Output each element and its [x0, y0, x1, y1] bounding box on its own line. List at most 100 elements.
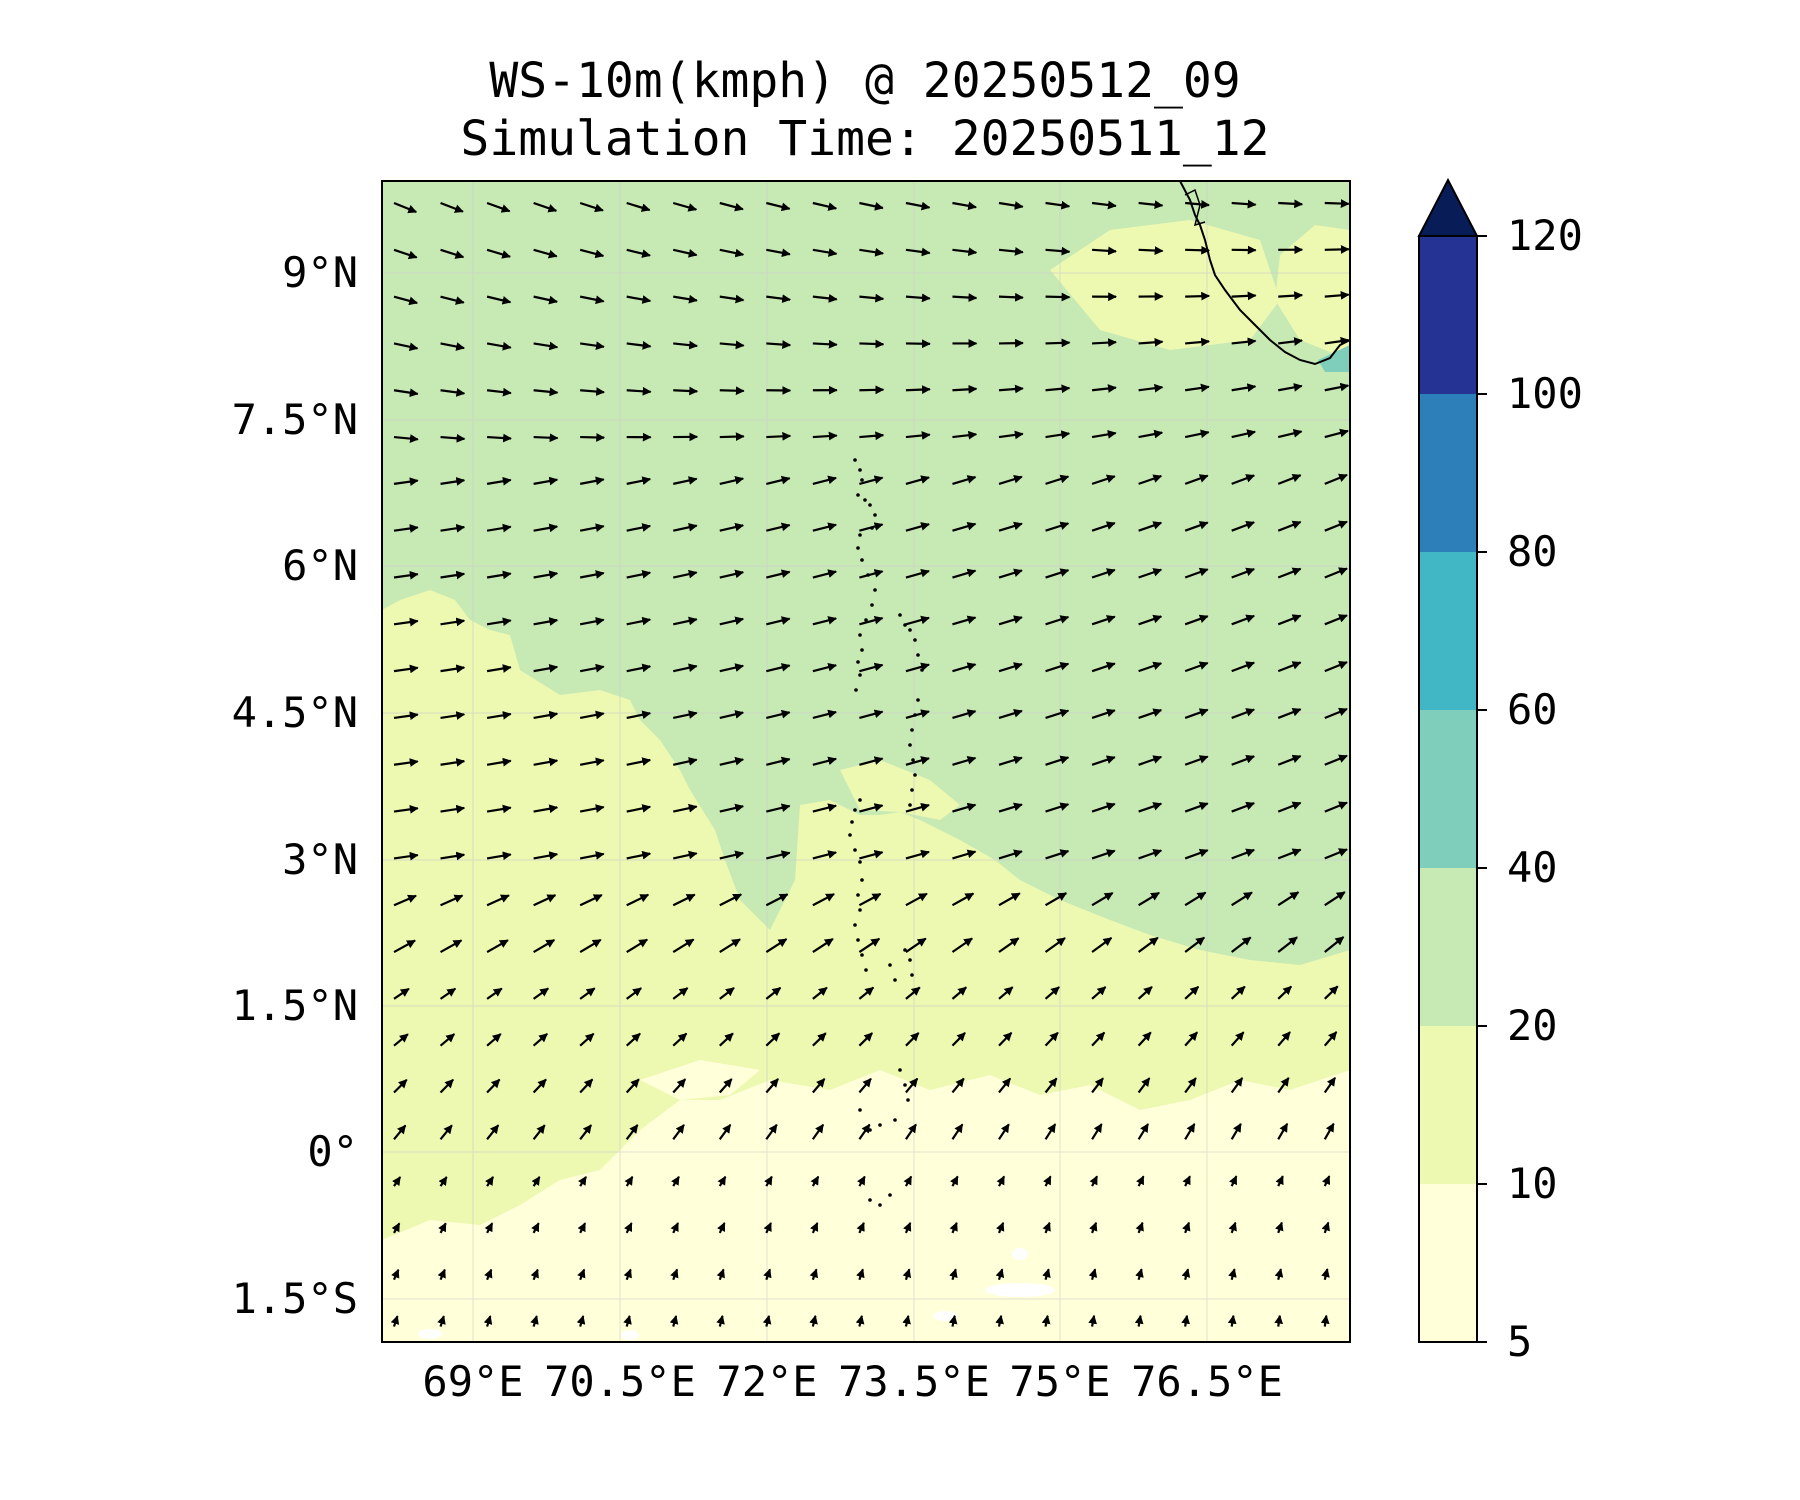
island-dot [858, 468, 862, 472]
wind-arrow [952, 662, 977, 673]
wind-arrow [905, 431, 931, 440]
wind-arrow [1089, 1221, 1098, 1234]
wind-arrow [1091, 1077, 1104, 1094]
wind-arrow [1091, 615, 1116, 626]
wind-arrow [766, 663, 791, 673]
colorbar-block [1419, 394, 1477, 552]
wind-arrow [440, 201, 464, 213]
wind-arrow [1138, 383, 1164, 393]
island-dot [916, 653, 920, 657]
wind-arrow [1231, 891, 1253, 907]
wind-arrow [578, 1176, 587, 1187]
wind-arrow [1182, 1175, 1191, 1187]
wind-arrow [1277, 985, 1293, 1000]
wind-arrow [905, 385, 931, 394]
wind-arrow [812, 850, 837, 860]
wind-arrow [673, 386, 699, 396]
colorbar-labels: 5 10 20 40 60 80 100 120 [1477, 211, 1583, 1366]
island-dot [848, 833, 852, 837]
wind-arrow [1042, 1268, 1051, 1281]
wind-arrow [486, 710, 512, 720]
wind-arrow [859, 431, 885, 441]
wind-arrow [859, 849, 884, 860]
wind-arrow [1277, 473, 1302, 485]
wind-arrow [1137, 1031, 1152, 1047]
wind-arrow [1181, 1314, 1191, 1327]
wind-arrow [1089, 1175, 1099, 1187]
wind-arrow [1230, 985, 1246, 1000]
wind-arrow [905, 662, 930, 673]
wind-arrow [812, 201, 838, 211]
wind-arrow [905, 615, 930, 626]
wind-arrow [579, 616, 605, 626]
wind-arrow [1045, 568, 1070, 579]
wind-arrow [1277, 708, 1302, 719]
island-dot [853, 923, 857, 927]
wind-arrow [533, 804, 559, 814]
wind-arrow [1136, 1175, 1145, 1187]
wind-arrow [998, 1077, 1012, 1094]
colorbar-tick-label: 5 [1507, 1317, 1532, 1366]
wind-arrow [626, 616, 652, 626]
wind-arrow [624, 1222, 633, 1234]
island-dot [853, 808, 857, 812]
wind-arrow [719, 616, 745, 626]
wind-arrow [952, 247, 978, 257]
island-dot [916, 698, 920, 702]
island-dot [920, 668, 924, 672]
wind-arrow [1091, 892, 1114, 907]
wind-arrow [811, 1123, 825, 1140]
lat-tick-label: 9°N [282, 248, 358, 297]
wind-arrow [623, 1315, 632, 1327]
wind-speed-min-spot [418, 1329, 442, 1339]
wind-arrow [719, 432, 745, 442]
wind-arrow [1278, 291, 1304, 300]
wind-arrow [996, 1175, 1006, 1187]
colorbar-block [1419, 710, 1477, 868]
wind-arrow [672, 987, 689, 1000]
wind-arrow [719, 663, 745, 673]
island-dot [863, 498, 867, 502]
wind-arrow [905, 475, 930, 485]
wind-arrow [765, 1032, 781, 1047]
coastline [1179, 181, 1350, 366]
wind-arrow [440, 851, 466, 861]
wind-arrow [440, 711, 466, 720]
wind-arrow [951, 892, 975, 907]
wind-arrow [530, 1315, 539, 1327]
lat-tick-label: 3°N [282, 835, 358, 884]
island-dot [878, 1203, 882, 1207]
wind-arrow [1181, 1268, 1191, 1281]
island-dot [908, 743, 912, 747]
lon-tick-label: 76.5°E [1131, 1357, 1283, 1406]
wind-arrow [1184, 985, 1200, 1000]
wind-arrow [1277, 661, 1302, 673]
wind-arrow [626, 201, 651, 212]
wind-arrow [949, 1268, 958, 1281]
wind-arrow [1045, 474, 1070, 485]
island-dot [854, 688, 858, 692]
wind-arrow [533, 341, 559, 351]
wind-arrow [1324, 336, 1350, 346]
wind-arrow [1185, 337, 1210, 347]
wind-arrow [1320, 1314, 1330, 1327]
wind-arrow [719, 476, 745, 485]
wind-arrow [673, 294, 698, 304]
island-dot [893, 1118, 897, 1122]
wind-arrow [998, 247, 1024, 256]
wind-arrow [579, 1032, 595, 1047]
wind-arrow [858, 892, 882, 907]
lon-tick-label: 69°E [422, 1357, 523, 1406]
wind-arrow [950, 1175, 959, 1187]
wind-arrow [998, 521, 1023, 532]
wind-arrow [626, 987, 642, 1000]
wind-arrow [766, 340, 792, 349]
wind-arrow [1138, 474, 1163, 485]
wind-arrow [1045, 338, 1071, 348]
wind-arrow [392, 1176, 402, 1187]
wind-speed-min-spot [1012, 1248, 1028, 1260]
wind-arrow [1043, 1175, 1052, 1187]
colorbar-tick-label: 100 [1507, 369, 1583, 418]
wind-arrow [1184, 755, 1209, 766]
wind-arrow [1091, 200, 1117, 210]
